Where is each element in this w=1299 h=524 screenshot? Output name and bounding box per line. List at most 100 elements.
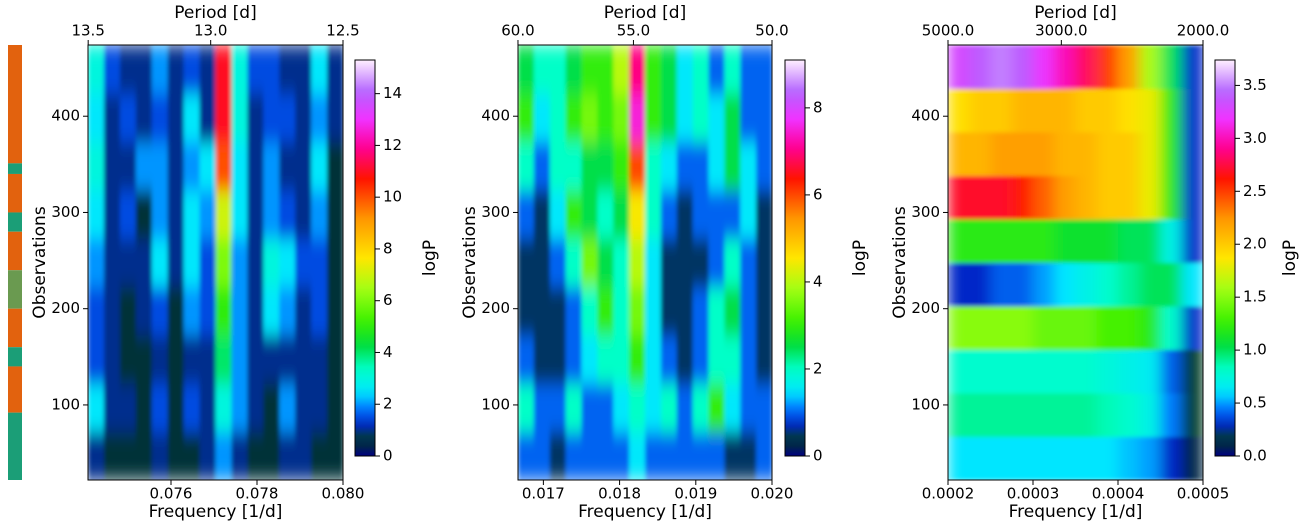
heat-cell [215,141,232,191]
heat-cell [740,431,757,480]
heat-cell [119,335,137,384]
plot-frame [87,44,344,481]
heat-cell [263,238,280,288]
heat-cell [518,141,535,191]
heat-cell [724,190,741,239]
x-axis-label: Frequency [1/d] [149,502,283,522]
heat-cell [969,262,991,307]
heat-cell [1054,132,1076,176]
heat-cell [1139,262,1161,307]
heat-cell [1054,88,1076,133]
heat-cell [167,383,185,433]
heat-cell [199,93,216,143]
heat-cell [295,335,312,384]
heat-cell [1118,175,1140,220]
heat-cell [1075,219,1098,263]
strip-segment [8,212,22,232]
heat-cell [692,141,709,191]
x-axis-label: Frequency [1/d] [578,502,712,522]
heat-cell [88,335,105,384]
heat-cell [613,335,630,384]
heat-cell [518,335,535,384]
heat-cell [692,335,709,384]
heat-cell [692,45,709,94]
colorbar [1214,59,1236,457]
heat-cell [327,45,343,94]
heat-cell [969,436,991,480]
heat-cell [613,93,630,143]
heat-cell [645,383,662,433]
heat-cell [990,88,1013,133]
heat-cell [1054,219,1076,263]
heat-cell [1096,132,1119,176]
heat-cell [645,190,662,239]
heat-cell [969,88,991,133]
heat-cell [295,383,312,433]
heat-cell [1139,219,1161,263]
heat-cell [151,238,169,288]
heat-cell [549,238,567,288]
heat-cell [518,93,535,143]
heat-cell [88,383,105,433]
heat-cell [135,45,153,94]
heat-cell [740,190,757,239]
heat-cell [676,190,694,239]
top-axis-label: Period [d] [604,3,686,23]
heat-cell [1096,436,1119,480]
heat-cell [231,238,248,288]
strip-segment [8,270,22,309]
heat-cell [279,141,296,191]
heat-cell [327,431,343,480]
heat-cell [183,45,201,94]
heat-cell [167,431,185,480]
heat-cell [756,431,772,480]
heat-cell [119,93,137,143]
heat-cell [1033,219,1055,263]
heat-cell [518,190,535,239]
heat-cell [327,93,343,143]
heat-cell [327,383,343,433]
heat-cell [167,93,185,143]
heat-cell [167,286,185,336]
heat-cell [88,431,105,480]
heat-cell [199,335,216,384]
heat-cell [103,286,121,336]
colorbar-tick-label: 14 [383,84,402,102]
heat-cell [990,219,1013,263]
y-tick-label: 200 [911,299,940,317]
heat-cell [151,141,169,191]
heat-cell [135,190,153,239]
heat-cell [565,141,582,191]
heat-cell [199,238,216,288]
heat-cell [969,45,991,89]
heat-cell [103,141,121,191]
heat-cell [1181,262,1203,307]
heat-cell [327,335,343,384]
heat-cell [645,141,662,191]
heat-cell [581,238,598,288]
heat-cell [613,238,630,288]
heat-cell [199,45,216,94]
heat-cell [948,393,970,437]
heat-cell [311,190,328,239]
heatmap [518,45,772,480]
heat-cell [1139,175,1161,220]
heatmap [948,45,1203,480]
heat-cell [692,93,709,143]
heat-cell [1096,45,1119,89]
heat-cell [103,431,121,480]
colorbar-tick-label: 2 [383,395,393,413]
heat-cell [676,238,694,288]
heat-cell [1033,175,1055,220]
colorbar-tick-label: 1.0 [1243,341,1267,359]
y-tick-label: 200 [51,299,80,317]
heat-cell [215,286,232,336]
heatmap-cells [948,45,1203,480]
heat-cell [311,45,328,94]
heat-cell [549,286,567,336]
colorbar-tick-label: 2.0 [1243,235,1267,253]
heat-cell [183,286,201,336]
colorbar-label: logP [1280,240,1299,276]
heat-cell [660,190,678,239]
heat-cell [708,45,725,94]
